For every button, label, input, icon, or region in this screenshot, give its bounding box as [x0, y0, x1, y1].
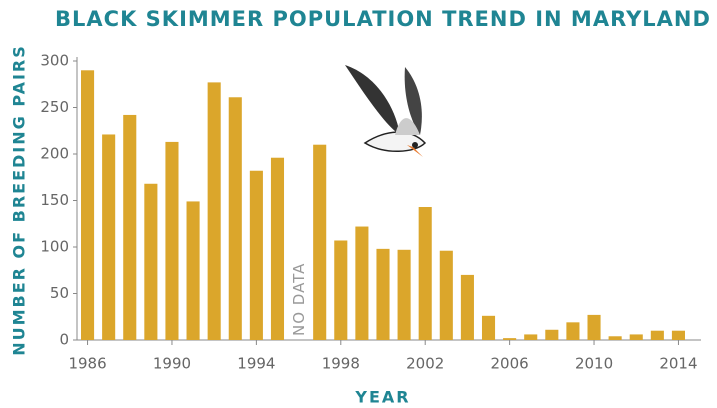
bar	[123, 114, 137, 340]
x-tick-label: 1998	[322, 355, 360, 373]
bar	[102, 134, 116, 340]
bar	[503, 338, 517, 340]
y-tick-label: 200	[40, 145, 69, 163]
bar	[481, 315, 496, 340]
bar	[249, 170, 263, 340]
x-tick-label: 1994	[237, 355, 275, 373]
bar	[165, 141, 179, 340]
y-tick-label: 0	[59, 331, 69, 349]
bar	[186, 201, 200, 340]
y-axis-label: NUMBER OF BREEDING PAIRS	[10, 44, 29, 356]
bar	[608, 336, 622, 340]
bar	[270, 157, 285, 340]
chart-title: BLACK SKIMMER POPULATION TREND IN MARYLA…	[55, 7, 711, 31]
x-tick-label: 1990	[153, 355, 191, 373]
bar	[587, 314, 601, 340]
y-tick-label: 300	[40, 52, 69, 70]
x-tick-label: 1986	[68, 355, 106, 373]
x-tick-label: 2006	[491, 355, 529, 373]
bar	[418, 207, 432, 340]
bar	[355, 226, 369, 340]
bar	[228, 97, 242, 341]
bar	[460, 274, 474, 340]
bar	[397, 249, 411, 340]
bar	[81, 70, 95, 341]
bar	[207, 82, 221, 340]
y-tick-label: 150	[40, 191, 69, 209]
bar	[376, 248, 390, 340]
x-axis-label: YEAR	[354, 388, 410, 407]
bar	[566, 322, 580, 340]
x-tick-label: 2002	[406, 355, 444, 373]
bar	[439, 250, 453, 340]
bar	[313, 144, 327, 340]
bar	[650, 330, 664, 340]
bar	[524, 334, 538, 340]
bar	[144, 183, 158, 340]
x-tick-label: 2010	[575, 355, 613, 373]
annotation: NO DATA	[290, 263, 308, 336]
bar	[545, 329, 559, 340]
bar	[629, 334, 643, 340]
bar	[334, 240, 348, 340]
bar	[671, 330, 685, 340]
y-tick-label: 250	[40, 98, 69, 116]
y-tick-label: 50	[50, 284, 69, 302]
y-tick-label: 100	[40, 238, 69, 256]
bird-illustration	[345, 65, 427, 157]
x-tick-label: 2014	[659, 355, 697, 373]
